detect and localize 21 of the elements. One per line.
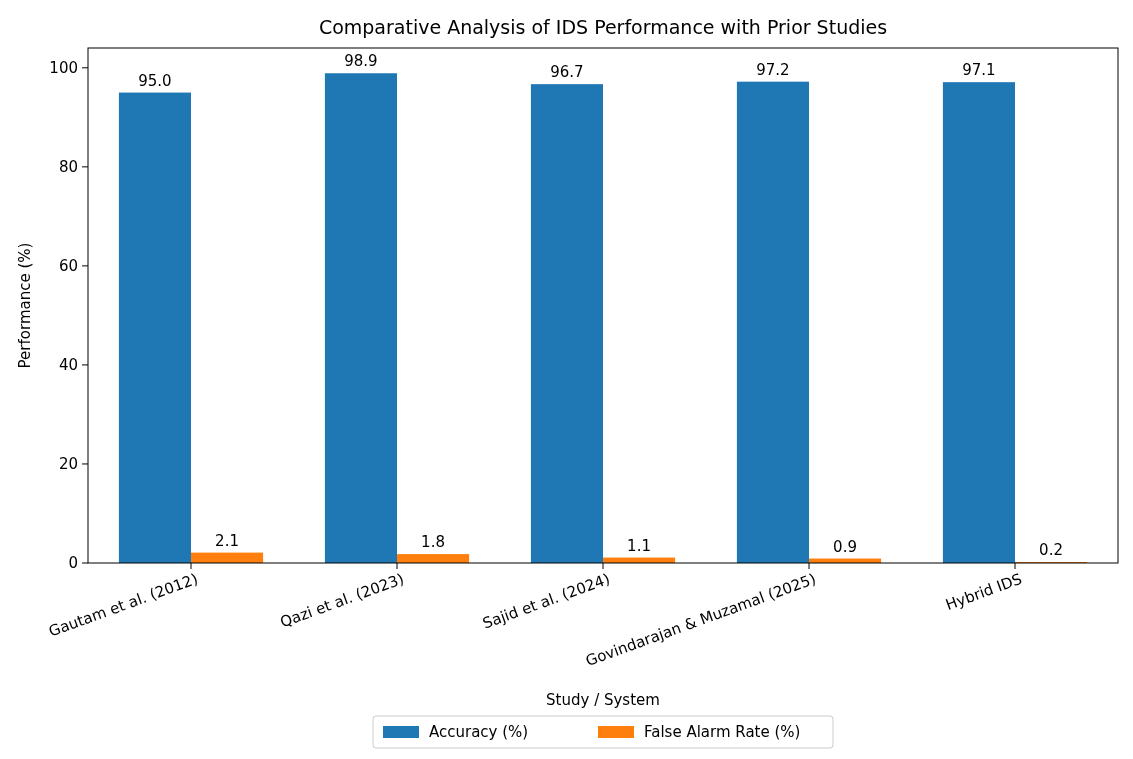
data-label: 1.1 xyxy=(627,536,651,555)
data-label: 0.9 xyxy=(833,537,857,556)
data-label: 97.1 xyxy=(962,61,996,80)
data-label: 0.2 xyxy=(1039,541,1063,560)
data-label: 95.0 xyxy=(138,71,172,90)
y-tick-label: 40 xyxy=(58,356,78,375)
y-tick-label: 20 xyxy=(58,455,78,474)
chart-title: Comparative Analysis of IDS Performance with Prior Studies xyxy=(318,16,888,38)
y-axis-title: Performance (%) xyxy=(16,242,34,369)
data-label: 2.1 xyxy=(215,531,239,550)
legend-label: Accuracy (%) xyxy=(429,723,529,742)
y-tick-label: 100 xyxy=(49,59,78,78)
data-label: 98.9 xyxy=(344,52,378,71)
data-label: 97.2 xyxy=(756,60,790,79)
y-tick-label: 60 xyxy=(58,257,78,276)
y-tick-label: 0 xyxy=(68,554,78,573)
x-axis-title: Study / System xyxy=(546,691,660,709)
data-label: 1.8 xyxy=(421,533,445,552)
legend-label: False Alarm Rate (%) xyxy=(644,723,801,742)
data-label: 96.7 xyxy=(550,63,584,82)
y-tick-label: 80 xyxy=(58,158,78,177)
